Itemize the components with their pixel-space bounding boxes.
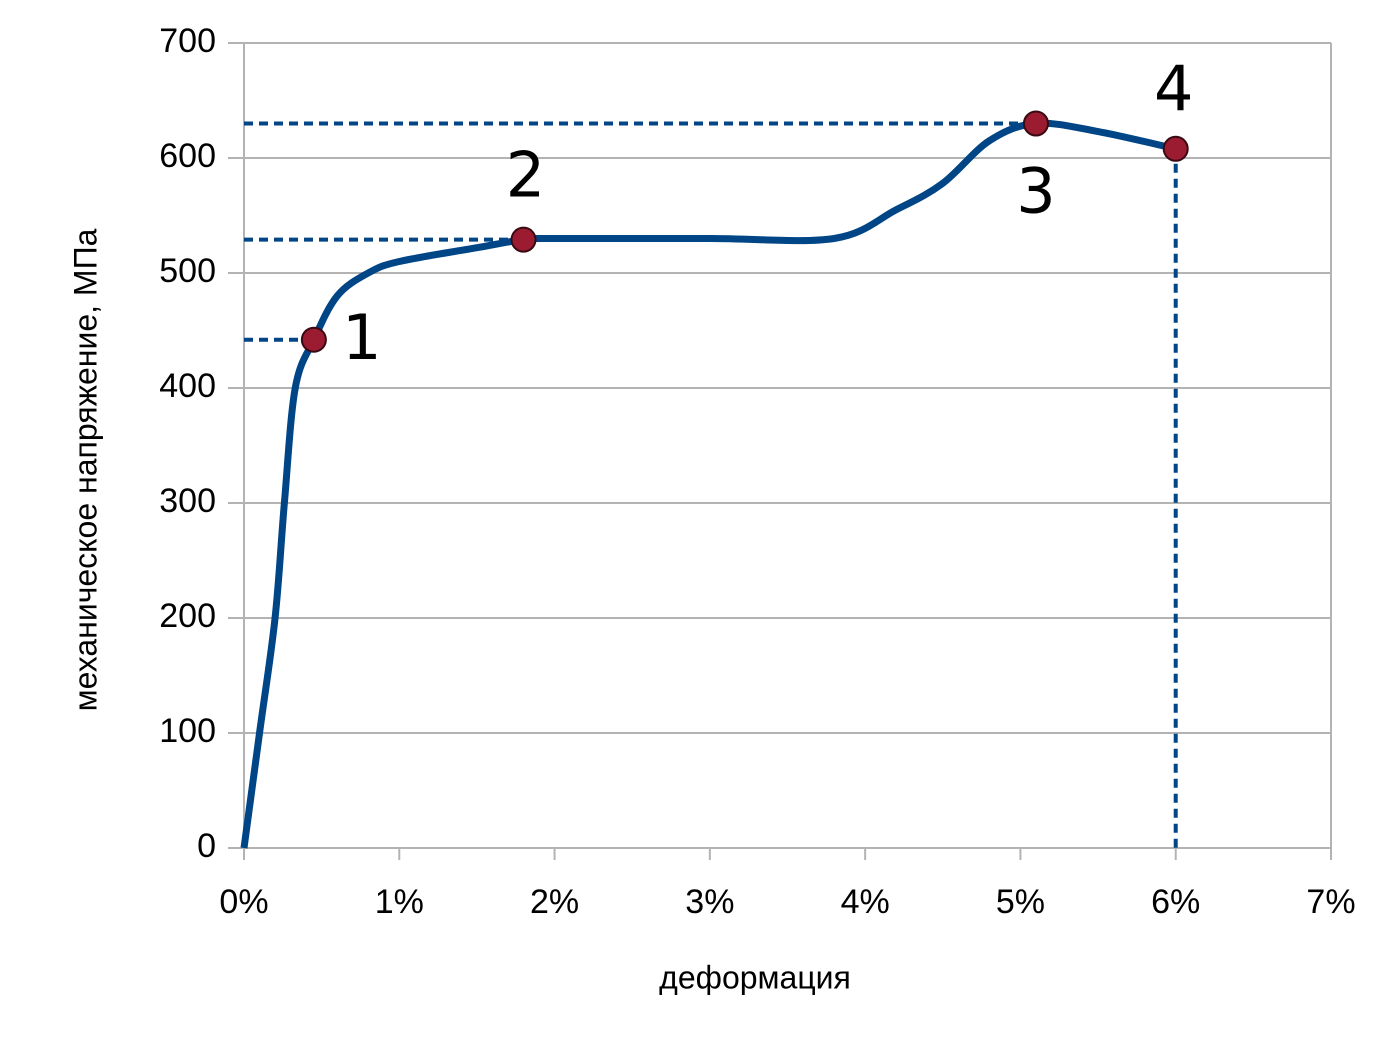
marker (1162, 135, 1189, 162)
x-axis-label: деформация (659, 959, 851, 995)
y-tick-label: 700 (159, 22, 216, 60)
marker-label: 3 (1016, 155, 1055, 228)
y-tick-label: 0 (197, 827, 216, 865)
x-tick-label: 2% (530, 883, 579, 921)
y-tick-label: 500 (159, 252, 216, 290)
x-tick-label: 3% (685, 883, 734, 921)
y-tick-label: 300 (159, 482, 216, 520)
x-tick-label: 7% (1306, 883, 1355, 921)
marker (510, 226, 537, 253)
marker-label: 1 (342, 301, 381, 374)
y-tick-label: 200 (159, 597, 216, 635)
series-line (240, 119, 1177, 849)
x-tick-label: 1% (375, 883, 424, 921)
marker (300, 326, 327, 353)
x-tick-label: 4% (841, 883, 890, 921)
y-tick-label: 600 (159, 137, 216, 175)
x-tick-label: 0% (219, 883, 268, 921)
x-tick-label: 5% (996, 883, 1045, 921)
x-tick-label: 6% (1151, 883, 1200, 921)
y-tick-label: 400 (159, 367, 216, 405)
marker-label: 4 (1154, 52, 1193, 125)
y-tick-label: 100 (159, 712, 216, 750)
y-axis-label: механическое напряжение, МПа (67, 228, 103, 711)
marker-label: 2 (506, 139, 545, 212)
marker (1022, 110, 1049, 137)
